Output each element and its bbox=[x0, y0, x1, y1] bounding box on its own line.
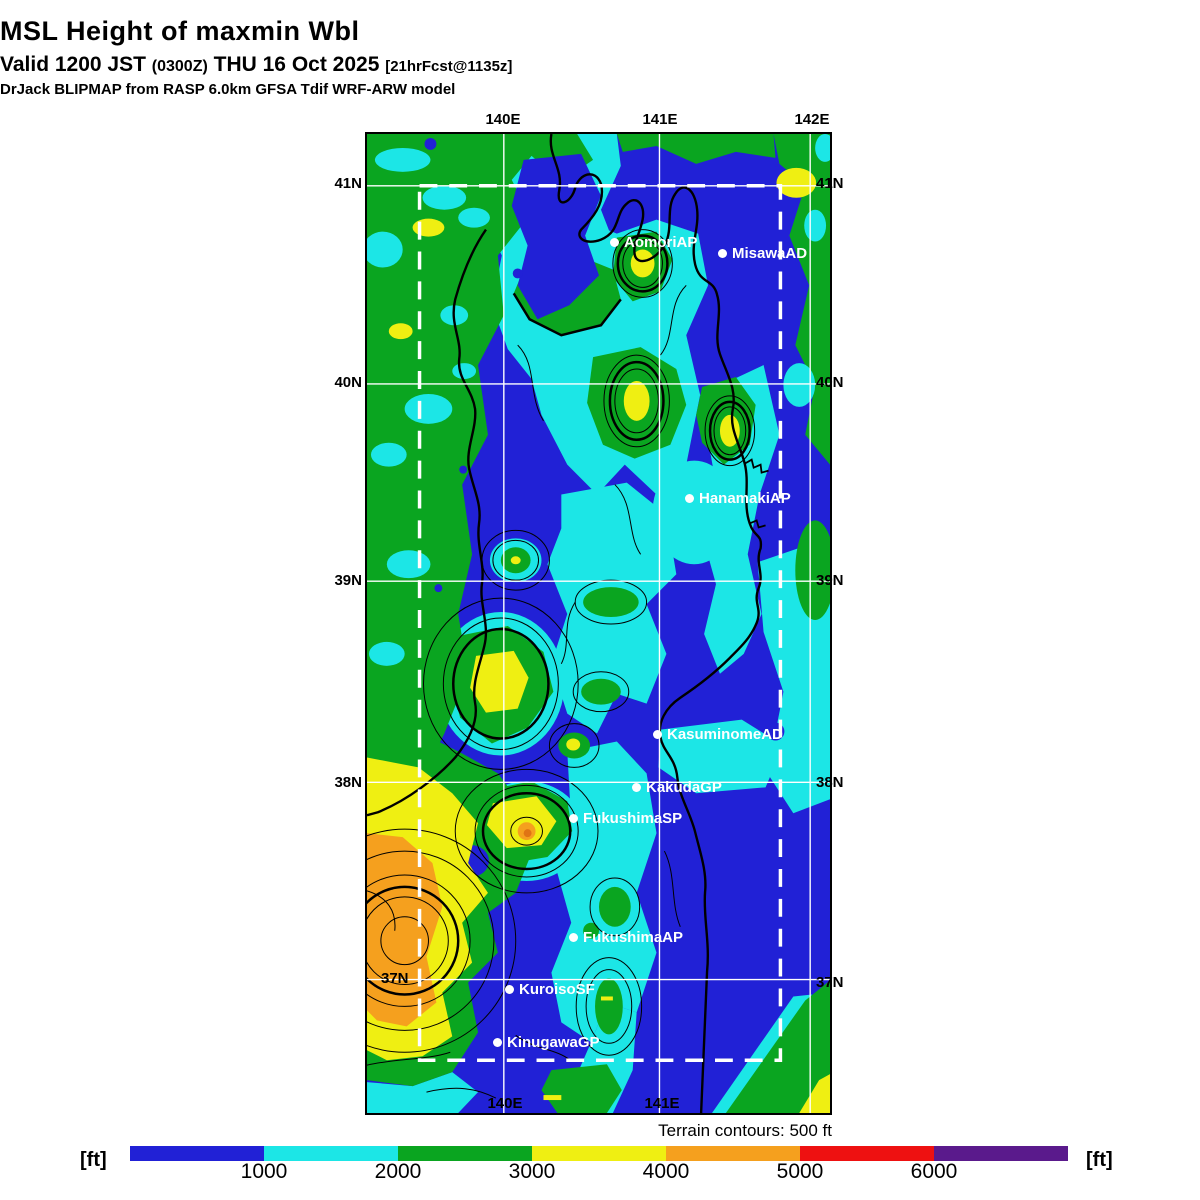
station-marker: MisawaAD bbox=[718, 245, 807, 262]
station-dot-icon bbox=[505, 985, 514, 994]
station-dot-icon bbox=[653, 730, 662, 739]
lat-label-right: 39N bbox=[816, 572, 844, 589]
page-title: MSL Height of maxmin Wbl bbox=[0, 16, 360, 46]
valid-line: Valid 1200 JST (0300Z) THU 16 Oct 2025 [… bbox=[0, 53, 1200, 77]
colorbar-segment bbox=[666, 1146, 800, 1161]
lat-label-left: 41N bbox=[334, 175, 362, 192]
station-label: FukushimaSP bbox=[583, 810, 683, 827]
colorbar-tick: 3000 bbox=[508, 1160, 556, 1183]
station-dot-icon bbox=[569, 933, 578, 942]
station-label: MisawaAD bbox=[732, 245, 808, 262]
lat-label-left: 38N bbox=[334, 774, 362, 791]
colorbar-segment bbox=[264, 1146, 398, 1161]
model-line: DrJack BLIPMAP from RASP 6.0km GFSA Tdif… bbox=[0, 81, 456, 98]
colorbar-tick: 6000 bbox=[910, 1160, 958, 1183]
station-marker: AomoriAP bbox=[610, 234, 697, 251]
station-marker: KinugawaGP bbox=[493, 1034, 600, 1051]
station-label: KinugawaGP bbox=[507, 1034, 600, 1051]
station-label: KasuminomeAD bbox=[667, 726, 783, 743]
station-label: FukushimaAP bbox=[583, 929, 684, 946]
station-marker: FukushimaSP bbox=[569, 810, 682, 827]
lat-label-inland: 37N bbox=[381, 970, 409, 987]
colorbar-tick: 2000 bbox=[374, 1160, 422, 1183]
colorbar-segment bbox=[398, 1146, 532, 1161]
lat-label-right: 37N bbox=[816, 974, 844, 991]
station-label: KakudaGP bbox=[646, 779, 722, 796]
station-marker: KuroisoSF bbox=[505, 981, 595, 998]
colorbar-segment bbox=[532, 1146, 666, 1161]
station-marker: KasuminomeAD bbox=[653, 726, 783, 743]
terrain-contour-note: Terrain contours: 500 ft bbox=[658, 1121, 832, 1140]
lon-label-top: 142E bbox=[794, 111, 830, 128]
lat-label-right: 41N bbox=[816, 175, 844, 192]
colorbar-tick: 5000 bbox=[776, 1160, 824, 1183]
station-dot-icon bbox=[569, 814, 578, 823]
colorbar-unit-right: [ft] bbox=[1086, 1149, 1113, 1171]
station-dot-icon bbox=[610, 238, 619, 247]
station-dot-icon bbox=[685, 494, 694, 503]
colorbar-segment bbox=[800, 1146, 934, 1161]
lon-label-top: 141E bbox=[642, 111, 678, 128]
station-dot-icon bbox=[493, 1038, 502, 1047]
station-dot-icon bbox=[718, 249, 727, 258]
forecast-tag: [21hrFcst@1135z] bbox=[385, 58, 513, 75]
lat-label-right: 38N bbox=[816, 774, 844, 791]
station-marker: KakudaGP bbox=[632, 779, 722, 796]
lon-label-bottom: 140E bbox=[487, 1095, 523, 1112]
station-marker: HanamakiAP bbox=[685, 490, 791, 507]
lon-label-top: 140E bbox=[485, 111, 521, 128]
valid-zulu: (0300Z) bbox=[151, 58, 208, 75]
colorbar-swatches bbox=[130, 1146, 1068, 1161]
colorbar-tick: 4000 bbox=[642, 1160, 690, 1183]
map-canvas bbox=[367, 134, 830, 1113]
lon-label-bottom: 141E bbox=[644, 1095, 680, 1112]
lat-label-left: 39N bbox=[334, 572, 362, 589]
station-dot-icon bbox=[632, 783, 641, 792]
lat-label-left: 40N bbox=[334, 374, 362, 391]
station-label: AomoriAP bbox=[624, 234, 698, 251]
valid-prefix: Valid 1200 JST bbox=[0, 53, 152, 76]
lat-label-right: 40N bbox=[816, 374, 844, 391]
colorbar-unit-left: [ft] bbox=[80, 1149, 107, 1171]
valid-date: THU 16 Oct 2025 bbox=[207, 53, 386, 76]
colorbar-segment bbox=[130, 1146, 264, 1161]
colorbar-segment bbox=[934, 1146, 1068, 1161]
station-label: HanamakiAP bbox=[699, 490, 791, 507]
colorbar-tick: 1000 bbox=[240, 1160, 288, 1183]
station-marker: FukushimaAP bbox=[569, 929, 683, 946]
map-frame: AomoriAP MisawaAD HanamakiAP KasuminomeA… bbox=[365, 132, 832, 1115]
station-label: KuroisoSF bbox=[519, 981, 595, 998]
